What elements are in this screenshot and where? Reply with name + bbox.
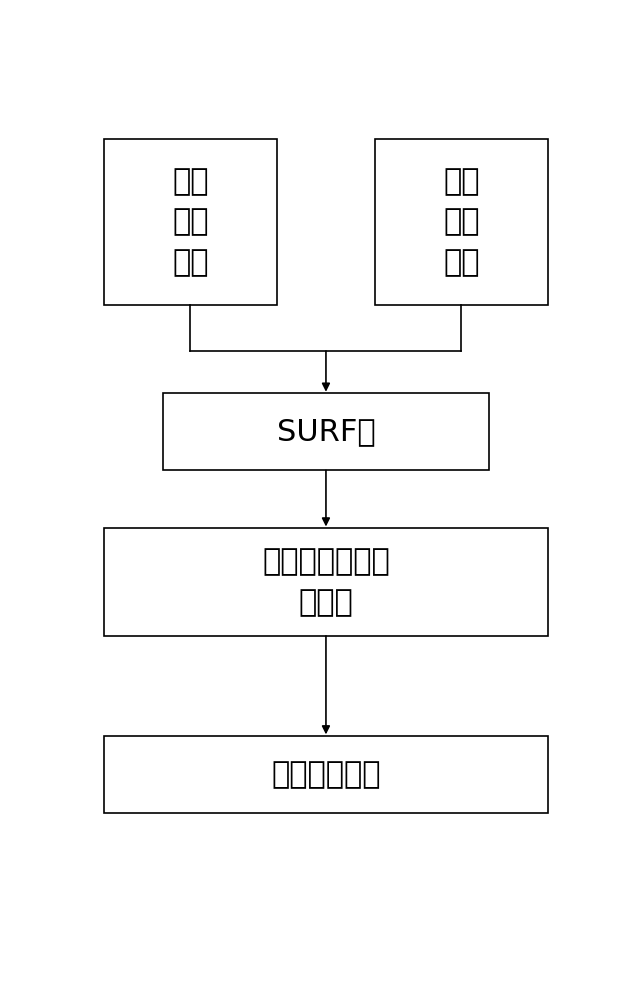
Text: 局部线性嵌入稀
疏表示: 局部线性嵌入稀 疏表示 (262, 547, 390, 617)
Bar (104, 528, 548, 636)
Bar (375, 139, 548, 305)
Text: 测试
视频
集合: 测试 视频 集合 (172, 167, 209, 277)
Bar (104, 736, 548, 813)
Bar (163, 393, 488, 470)
Text: 训练
视频
集合: 训练 视频 集合 (443, 167, 480, 277)
Text: SURF流: SURF流 (277, 417, 375, 446)
Text: 行为分类判决: 行为分类判决 (271, 760, 381, 789)
Bar (104, 139, 277, 305)
